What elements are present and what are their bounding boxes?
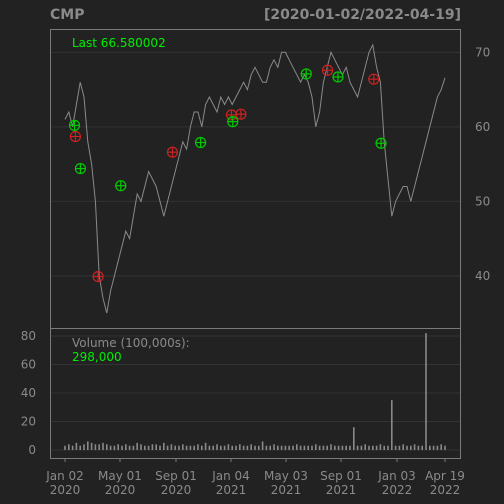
price-gridlines [51,51,460,277]
buy-signal-marker [68,119,81,131]
x-tick-year: 2020 [161,483,192,497]
volume-y-tick-label: 20 [21,415,36,429]
x-tick-label: Sep 01 [320,469,362,483]
x-tick-label: May 01 [98,469,142,483]
x-tick-label: May 03 [264,469,308,483]
x-tick-label: Jan 03 [377,469,416,483]
price-y-axis: 40 50 60 70 [475,45,490,283]
price-y-tick-label: 50 [475,194,490,208]
sell-signal-marker [166,146,179,158]
sell-signal-marker [69,130,82,143]
volume-y-tick-label: 0 [28,443,36,457]
x-tick-label: Jan 04 [211,469,250,483]
date-range-label: [2020-01-02/2022-04-19] [264,7,461,23]
buy-signal-marker [375,137,387,149]
price-line [64,43,446,314]
x-tick-year: 2022 [382,483,413,497]
x-tick-label: Sep 01 [155,469,197,483]
buy-signal-marker [300,68,312,80]
volume-panel-frame [50,328,461,459]
x-tick-year: 2021 [271,483,302,497]
buy-signal-marker [115,180,127,192]
sell-signal-marker [368,73,380,85]
x-tick-label: Apr 19 [425,469,465,483]
sell-signal-marker [235,108,247,120]
price-y-tick-label: 40 [475,269,490,283]
price-y-tick-label: 60 [475,120,490,134]
sell-signal-marker [225,109,238,121]
x-tick-year: 2020 [50,483,81,497]
sell-signal-marker [321,64,334,76]
x-tick-year: 2021 [326,483,357,497]
x-tick-year: 2021 [216,483,247,497]
chart-title: CMP [50,7,84,23]
volume-last-value: 298,000 [72,350,122,364]
volume-y-tick-label: 80 [21,329,36,343]
x-tick-year: 2020 [105,483,136,497]
volume-bars [64,333,446,450]
sell-signal-marker [92,270,104,283]
last-price-label: Last 66.580002 [72,36,166,50]
buy-signal-marker [332,71,344,83]
x-tick-year: 2022 [430,483,461,497]
x-tick-label: Jan 02 [45,469,84,483]
buy-signal-marker [74,162,87,175]
volume-label: Volume (100,000s): [72,336,190,350]
volume-y-tick-label: 60 [21,358,36,372]
volume-y-tick-label: 40 [21,386,36,400]
buy-signal-marker [227,116,239,128]
price-y-tick-label: 70 [475,45,490,59]
trade-signals [68,64,387,283]
volume-y-axis: 0 20 40 60 80 [21,329,36,457]
buy-signal-marker [194,136,207,149]
